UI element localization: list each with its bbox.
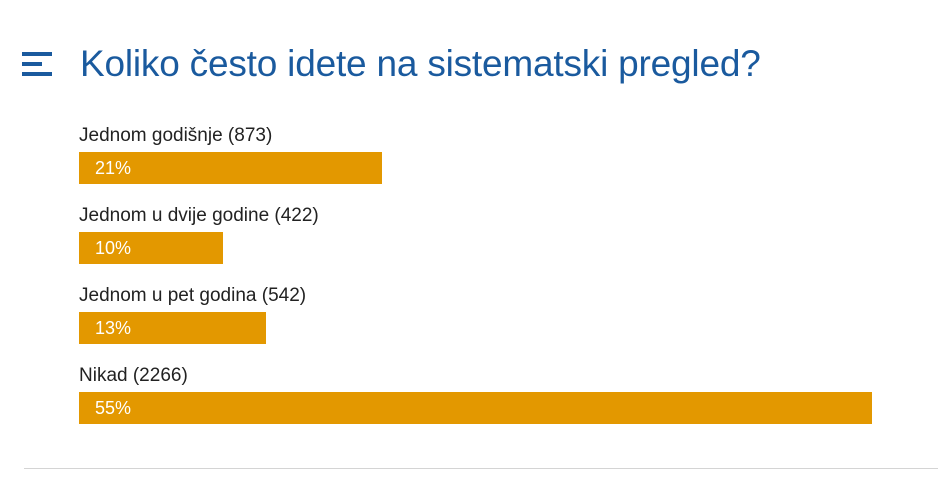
poll-results: Jednom godišnje (873) 21% Jednom u dvije g… [79,124,879,444]
result-bar: 10% [79,232,223,264]
option-label: Jednom u pet godina (542) [79,285,307,306]
option-label: Nikad (2266) [79,365,188,386]
percentage-label: 10% [95,238,132,258]
poll-header: Koliko često idete na sistematski pregle… [22,38,761,90]
divider [24,468,938,469]
result-bar: 21% [79,152,382,184]
percentage-label: 55% [95,398,132,418]
result-bar: 13% [79,312,266,344]
result-bar: 55% [79,392,872,424]
poll-option: Jednom u pet godina (542) 13% [79,284,879,364]
poll-option: Nikad (2266) 55% [79,364,879,444]
poll-title: Koliko često idete na sistematski pregle… [80,43,761,84]
percentage-label: 21% [95,158,132,178]
option-label: Jednom godišnje (873) [79,125,273,146]
poll-option: Jednom godišnje (873) 21% [79,124,879,204]
poll-option: Jednom u dvije godine (422) 10% [79,204,879,284]
hamburger-menu-icon[interactable] [22,52,54,76]
percentage-label: 13% [95,318,132,338]
option-label: Jednom u dvije godine (422) [79,205,319,226]
